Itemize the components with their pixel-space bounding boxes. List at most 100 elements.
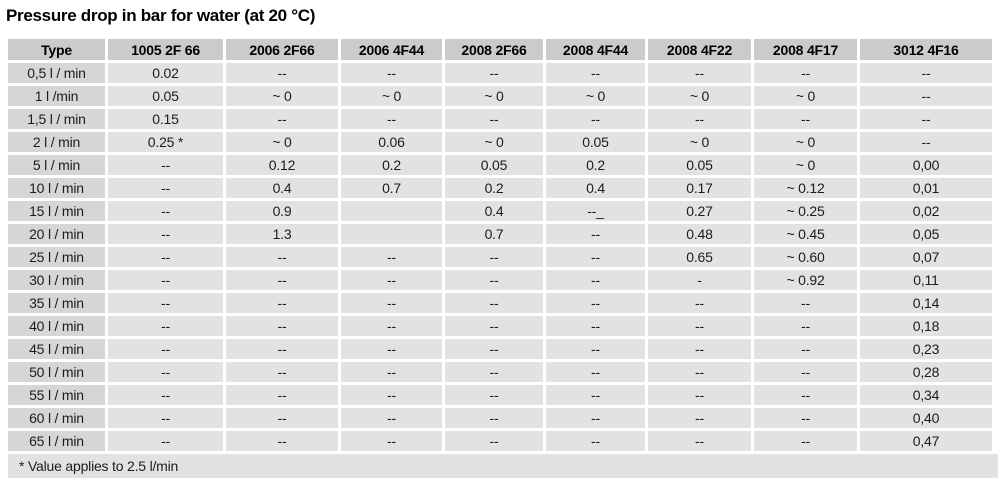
table-cell: -- xyxy=(226,63,338,83)
table-cell: 0.05 xyxy=(108,86,223,106)
table-cell: ~ 0 xyxy=(754,86,857,106)
table-cell: -- xyxy=(648,316,751,336)
row-label: 1,5 l / min xyxy=(8,109,105,129)
table-cell: -- xyxy=(648,293,751,313)
table-cell: ~ 0.60 xyxy=(754,247,857,267)
table-row: 5 l / min -- 0.12 0.2 0.05 0.2 0.05 ~ 0 0,00 xyxy=(8,155,992,175)
table-cell: -- xyxy=(108,293,223,313)
table-cell: -- xyxy=(445,431,543,451)
column-header: 2008 4F44 xyxy=(546,39,645,60)
table-cell: -- xyxy=(648,362,751,382)
table-cell: ~ 0 xyxy=(754,132,857,152)
row-label: 35 l / min xyxy=(8,293,105,313)
table-cell: -- xyxy=(226,109,338,129)
row-label: 40 l / min xyxy=(8,316,105,336)
table-cell: -- xyxy=(108,224,223,244)
table-cell: -- xyxy=(445,385,543,405)
table-cell: ~ 0 xyxy=(754,155,857,175)
table-cell: 0.2 xyxy=(341,155,442,175)
table-cell: -- xyxy=(860,63,992,83)
table-cell: 0.2 xyxy=(546,155,645,175)
table-cell: -- xyxy=(341,109,442,129)
table-cell: 0.9 xyxy=(226,201,338,221)
row-label: 5 l / min xyxy=(8,155,105,175)
table-cell: -- xyxy=(445,293,543,313)
table-cell: -- xyxy=(108,385,223,405)
table-cell: -- xyxy=(754,339,857,359)
table-cell: 0.25 * xyxy=(108,132,223,152)
table-cell: -- xyxy=(341,362,442,382)
table-cell: - xyxy=(648,270,751,290)
row-label: 25 l / min xyxy=(8,247,105,267)
page-title: Pressure drop in bar for water (at 20 °C… xyxy=(6,6,316,25)
table-cell: ~ 0.12 xyxy=(754,178,857,198)
table-cell: -- xyxy=(108,408,223,428)
column-header: 2008 2F66 xyxy=(445,39,543,60)
table-cell: -- xyxy=(445,362,543,382)
table-cell: 0.65 xyxy=(648,247,751,267)
row-label: 0,5 l / min xyxy=(8,63,105,83)
column-header: 3012 4F16 xyxy=(860,39,992,60)
table-cell: 0,05 xyxy=(860,224,992,244)
table-cell: -- xyxy=(546,362,645,382)
table-cell: -- xyxy=(546,316,645,336)
table-cell: -- xyxy=(226,362,338,382)
table-cell: 0,28 xyxy=(860,362,992,382)
row-label: 60 l / min xyxy=(8,408,105,428)
table-cell xyxy=(341,224,442,244)
table-cell: -- xyxy=(445,109,543,129)
row-label: 65 l / min xyxy=(8,431,105,451)
table-cell: 0,02 xyxy=(860,201,992,221)
table-row: 45 l / min -- -- -- -- -- -- -- 0,23 xyxy=(8,339,992,359)
table-cell: -- xyxy=(341,431,442,451)
row-label: 10 l / min xyxy=(8,178,105,198)
table-cell: -- xyxy=(445,247,543,267)
table-cell: ~ 0 xyxy=(226,86,338,106)
table-body: 0,5 l / min 0.02 -- -- -- -- -- -- -- 1 l /min 0.0… xyxy=(8,63,992,451)
row-label: 30 l / min xyxy=(8,270,105,290)
table-cell: -- xyxy=(445,270,543,290)
table-cell: ~ 0.45 xyxy=(754,224,857,244)
table-cell: -- xyxy=(648,431,751,451)
table-cell: 0,07 xyxy=(860,247,992,267)
table-cell: 0.4 xyxy=(226,178,338,198)
column-header: 1005 2F 66 xyxy=(108,39,223,60)
table-cell: -- xyxy=(108,178,223,198)
table-cell: -- xyxy=(341,247,442,267)
table-cell: -- xyxy=(226,247,338,267)
table-cell: -- xyxy=(445,408,543,428)
table-cell: --_ xyxy=(546,201,645,221)
table-cell: ~ 0 xyxy=(445,86,543,106)
table-row: 20 l / min -- 1.3 0.7 -- 0.48 ~ 0.45 0,05 xyxy=(8,224,992,244)
table-cell: -- xyxy=(754,385,857,405)
table-cell: -- xyxy=(226,408,338,428)
table-cell: 0.05 xyxy=(445,155,543,175)
table-cell: -- xyxy=(860,86,992,106)
footnote: * Value applies to 2.5 l/min xyxy=(8,454,998,478)
table-cell: -- xyxy=(860,109,992,129)
table-row: 15 l / min -- 0.9 0.4 --_ 0.27 ~ 0.25 0,02 xyxy=(8,201,992,221)
table-row: 1,5 l / min 0.15 -- -- -- -- -- -- -- xyxy=(8,109,992,129)
table-cell: 0.06 xyxy=(341,132,442,152)
column-header: 2006 2F66 xyxy=(226,39,338,60)
table-cell: -- xyxy=(648,339,751,359)
table-row: 35 l / min -- -- -- -- -- -- -- 0,14 xyxy=(8,293,992,313)
table-cell: -- xyxy=(108,270,223,290)
table-cell: -- xyxy=(341,385,442,405)
table-cell: ~ 0.92 xyxy=(754,270,857,290)
table-row: 2 l / min 0.25 * ~ 0 0.06 ~ 0 0.05 ~ 0 ~ 0 -- xyxy=(8,132,992,152)
table-cell: 0.2 xyxy=(445,178,543,198)
table-cell xyxy=(341,201,442,221)
table-cell: -- xyxy=(546,431,645,451)
table-cell: 0.02 xyxy=(108,63,223,83)
table-cell: 0,18 xyxy=(860,316,992,336)
table-cell: 0.27 xyxy=(648,201,751,221)
table-cell: 0.15 xyxy=(108,109,223,129)
table-cell: -- xyxy=(226,293,338,313)
row-label: 15 l / min xyxy=(8,201,105,221)
table-cell: -- xyxy=(445,339,543,359)
table-cell: -- xyxy=(754,362,857,382)
table-cell: 0.4 xyxy=(445,201,543,221)
table-cell: -- xyxy=(754,63,857,83)
